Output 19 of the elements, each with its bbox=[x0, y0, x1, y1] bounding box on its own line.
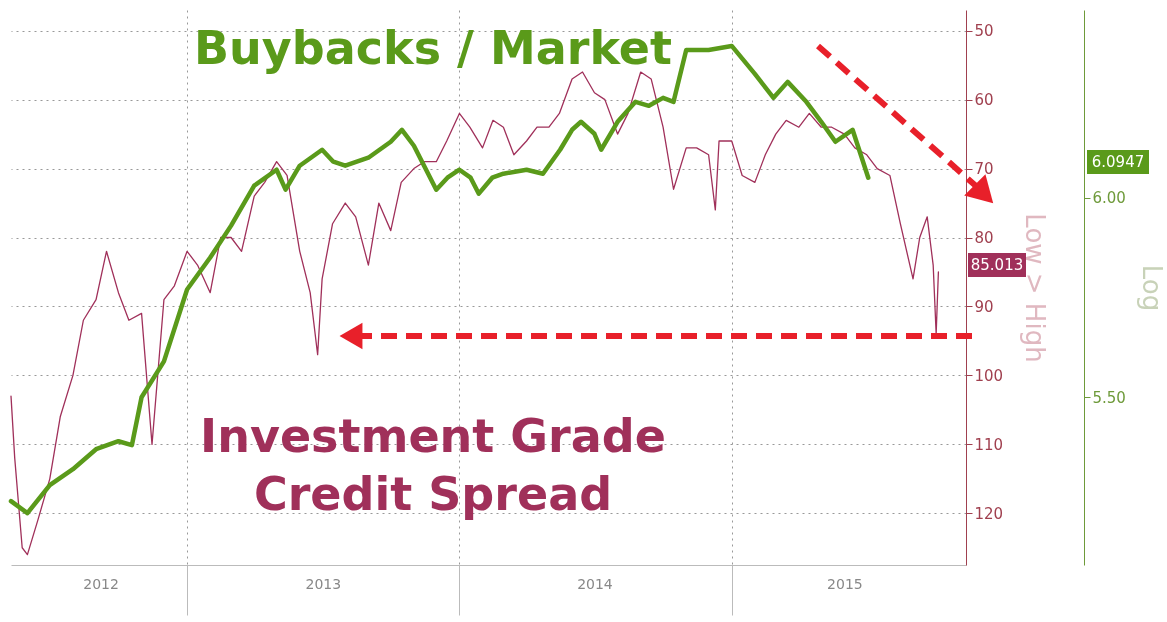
y-tick-label: 80 bbox=[974, 229, 994, 248]
text: 85.013 bbox=[970, 256, 1024, 274]
y-tick-label: 60 bbox=[974, 91, 994, 110]
y2-tick-label: 5.50 bbox=[1092, 388, 1126, 407]
x-tick-label: 2014 bbox=[577, 575, 613, 592]
y-tick-label: 50 bbox=[974, 22, 994, 41]
y-tick-label: 120 bbox=[974, 504, 1004, 523]
series-label: Buybacks / Market bbox=[194, 21, 672, 75]
text: 6.0947 bbox=[1091, 153, 1145, 171]
x-tick-label: 2013 bbox=[305, 575, 342, 592]
y-tick-label: 110 bbox=[974, 435, 1004, 454]
x-tick-label: 2015 bbox=[827, 575, 863, 592]
y-tick-label: 90 bbox=[974, 297, 994, 316]
series-label: Investment Grade Credit Spread bbox=[200, 409, 666, 521]
y2-tick-label: 6.00 bbox=[1092, 189, 1126, 208]
y-tick-label: 100 bbox=[974, 366, 1004, 385]
y-tick-label: 70 bbox=[974, 160, 994, 179]
y2-axis-title: Log bbox=[1136, 264, 1167, 312]
x-tick-label: 2012 bbox=[83, 575, 119, 592]
